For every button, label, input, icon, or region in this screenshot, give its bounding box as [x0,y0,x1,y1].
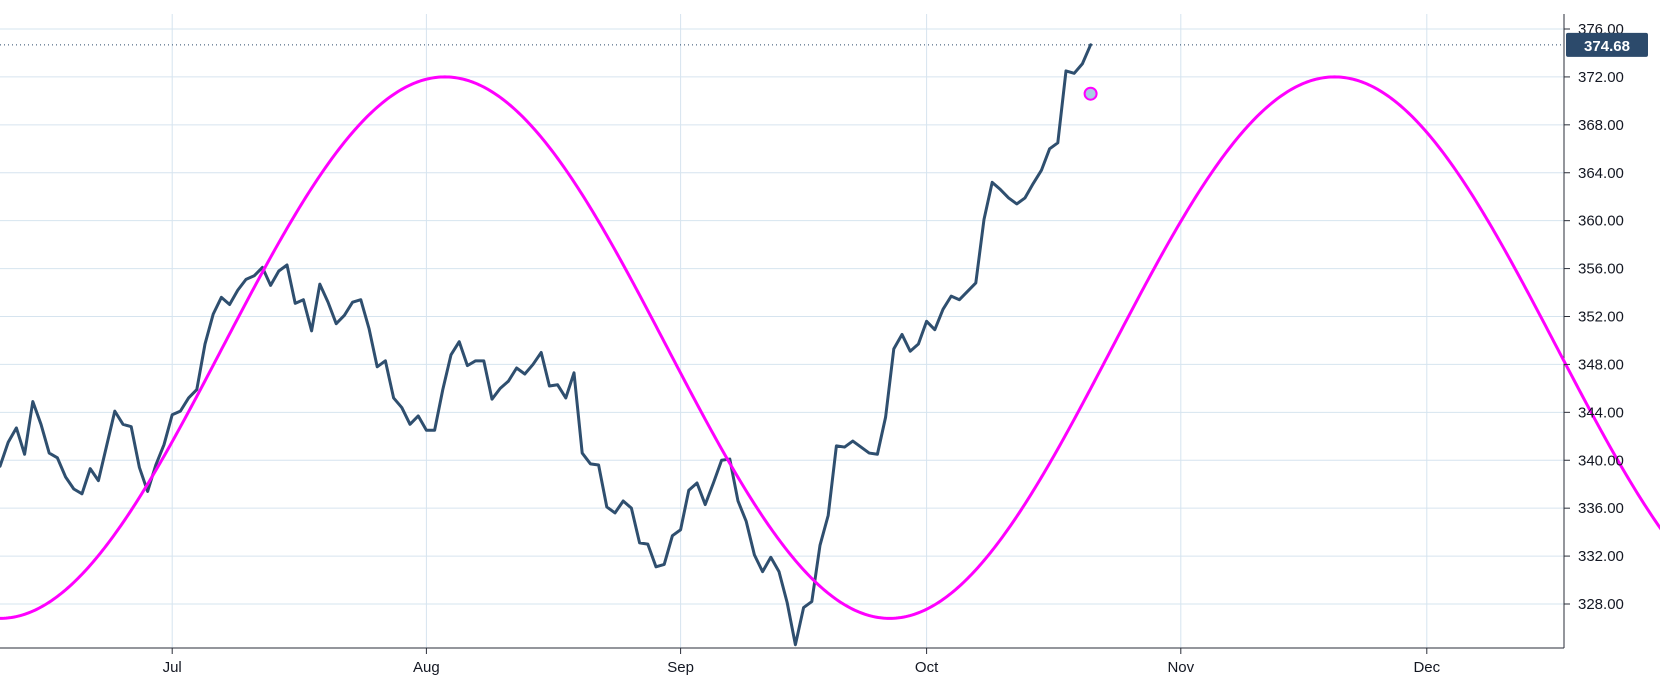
current-price-tag: 374.68 [1566,32,1648,57]
x-tick-label: Aug [413,659,440,676]
y-tick-label: 356.00 [1578,261,1624,278]
y-tick-label: 372.00 [1578,69,1624,86]
y-tick-label: 352.00 [1578,309,1624,326]
y-tick-label: 368.00 [1578,117,1624,134]
axes [0,14,1565,649]
x-tick-label: Dec [1413,659,1440,676]
y-tick-label: 332.00 [1578,548,1624,565]
y-tick-label: 328.00 [1578,596,1624,613]
x-axis-ticks: JulAugSepOctNovDec202416Feb [163,648,1441,676]
y-tick-label: 348.00 [1578,356,1624,373]
x-tick-label: Nov [1167,659,1194,676]
series [0,43,1660,647]
y-tick-label: 360.00 [1578,213,1624,230]
y-axis-ticks: 376.00372.00368.00364.00360.00356.00352.… [1564,21,1624,613]
series-line-0 [0,43,1093,647]
y-tick-label: 364.00 [1578,165,1624,182]
x-tick-label: Jul [163,659,182,676]
price-tag-background [1566,32,1648,57]
x-tick-label: Oct [915,659,939,676]
series-marker [1083,86,1098,101]
series-line-1 [0,75,1660,620]
grid [0,14,1564,648]
y-tick-label: 344.00 [1578,404,1624,421]
y-tick-label: 340.00 [1578,452,1624,469]
price-tag-label: 374.68 [1584,38,1630,55]
x-tick-label: Sep [667,659,694,676]
y-tick-label: 336.00 [1578,500,1624,517]
